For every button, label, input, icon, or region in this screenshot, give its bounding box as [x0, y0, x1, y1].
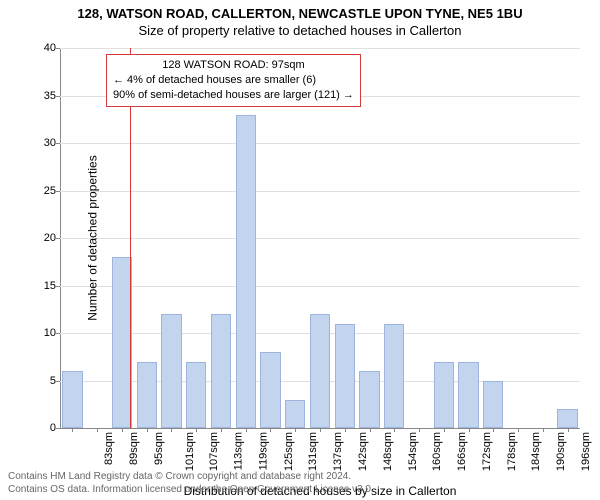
callout-box: 128 WATSON ROAD: 97sqm← 4% of detached h… — [106, 54, 361, 107]
bar — [483, 381, 503, 429]
ytick-label: 10 — [32, 327, 56, 339]
bar — [236, 115, 256, 429]
xtick-mark — [394, 428, 395, 432]
bar — [335, 324, 355, 429]
xtick-label: 89sqm — [128, 432, 140, 465]
ytick-mark — [56, 428, 60, 429]
page-subtitle: Size of property relative to detached ho… — [0, 21, 600, 38]
gridline — [60, 143, 580, 144]
bar — [62, 371, 82, 428]
xtick-label: 178sqm — [506, 432, 518, 471]
xtick-mark — [72, 428, 73, 432]
bar — [186, 362, 206, 429]
xtick-label: 184sqm — [530, 432, 542, 471]
bar — [211, 314, 231, 428]
bar — [285, 400, 305, 429]
gridline — [60, 286, 580, 287]
ytick-mark — [56, 238, 60, 239]
xtick-mark — [543, 428, 544, 432]
xtick-label: 119sqm — [257, 432, 269, 470]
footer-attribution: Contains HM Land Registry data © Crown c… — [8, 471, 374, 496]
xtick-mark — [97, 428, 98, 432]
xtick-mark — [295, 428, 296, 432]
callout-line: ← 4% of detached houses are smaller (6) — [113, 73, 354, 88]
ytick-label: 30 — [32, 137, 56, 149]
xtick-mark — [246, 428, 247, 432]
ytick-mark — [56, 381, 60, 382]
page-title-address: 128, WATSON ROAD, CALLERTON, NEWCASTLE U… — [0, 0, 600, 21]
xtick-label: 148sqm — [382, 432, 394, 471]
callout-line: 128 WATSON ROAD: 97sqm — [113, 58, 354, 73]
ytick-mark — [56, 191, 60, 192]
ytick-mark — [56, 143, 60, 144]
xtick-label: 95sqm — [153, 432, 165, 465]
gridline — [60, 48, 580, 49]
xtick-mark — [147, 428, 148, 432]
xtick-label: 172sqm — [481, 432, 493, 471]
plot-area: 051015202530354083sqm89sqm95sqm101sqm107… — [60, 48, 580, 428]
ytick-label: 40 — [32, 42, 56, 54]
ytick-mark — [56, 286, 60, 287]
xtick-label: 160sqm — [431, 432, 443, 471]
ytick-label: 5 — [32, 375, 56, 387]
callout-line: 90% of semi-detached houses are larger (… — [113, 88, 354, 103]
xtick-label: 101sqm — [184, 432, 196, 471]
xtick-mark — [171, 428, 172, 432]
bar — [384, 324, 404, 429]
xtick-mark — [270, 428, 271, 432]
ytick-label: 35 — [32, 90, 56, 102]
y-axis-label: Number of detached properties — [86, 155, 100, 320]
xtick-mark — [196, 428, 197, 432]
xtick-mark — [122, 428, 123, 432]
xtick-label: 83sqm — [103, 432, 115, 465]
bar — [458, 362, 478, 429]
xtick-label: 190sqm — [555, 432, 567, 471]
gridline — [60, 238, 580, 239]
xtick-mark — [493, 428, 494, 432]
ytick-mark — [56, 333, 60, 334]
ytick-label: 15 — [32, 280, 56, 292]
ytick-label: 25 — [32, 185, 56, 197]
xtick-mark — [568, 428, 569, 432]
bar — [434, 362, 454, 429]
xtick-label: 113sqm — [233, 432, 245, 470]
ytick-label: 0 — [32, 422, 56, 434]
xtick-label: 125sqm — [283, 432, 295, 471]
ytick-label: 20 — [32, 232, 56, 244]
xtick-label: 131sqm — [308, 432, 320, 471]
xtick-label: 107sqm — [209, 432, 221, 471]
xtick-mark — [518, 428, 519, 432]
bar — [137, 362, 157, 429]
xtick-mark — [419, 428, 420, 432]
xtick-mark — [444, 428, 445, 432]
bar — [310, 314, 330, 428]
footer-line-2: Contains OS data. Information licensed u… — [8, 484, 374, 497]
ytick-mark — [56, 48, 60, 49]
bar — [359, 371, 379, 428]
xtick-mark — [469, 428, 470, 432]
xtick-mark — [221, 428, 222, 432]
ytick-mark — [56, 96, 60, 97]
xtick-label: 196sqm — [580, 432, 592, 471]
xtick-label: 137sqm — [332, 432, 344, 471]
xtick-mark — [345, 428, 346, 432]
bar — [260, 352, 280, 428]
bar — [161, 314, 181, 428]
gridline — [60, 191, 580, 192]
chart: 051015202530354083sqm89sqm95sqm101sqm107… — [60, 48, 580, 428]
bar — [557, 409, 577, 428]
xtick-label: 142sqm — [357, 432, 369, 471]
bar — [112, 257, 132, 428]
xtick-label: 154sqm — [407, 432, 419, 471]
xtick-mark — [320, 428, 321, 432]
xtick-mark — [370, 428, 371, 432]
xtick-label: 166sqm — [456, 432, 468, 471]
footer-line-1: Contains HM Land Registry data © Crown c… — [8, 471, 374, 484]
